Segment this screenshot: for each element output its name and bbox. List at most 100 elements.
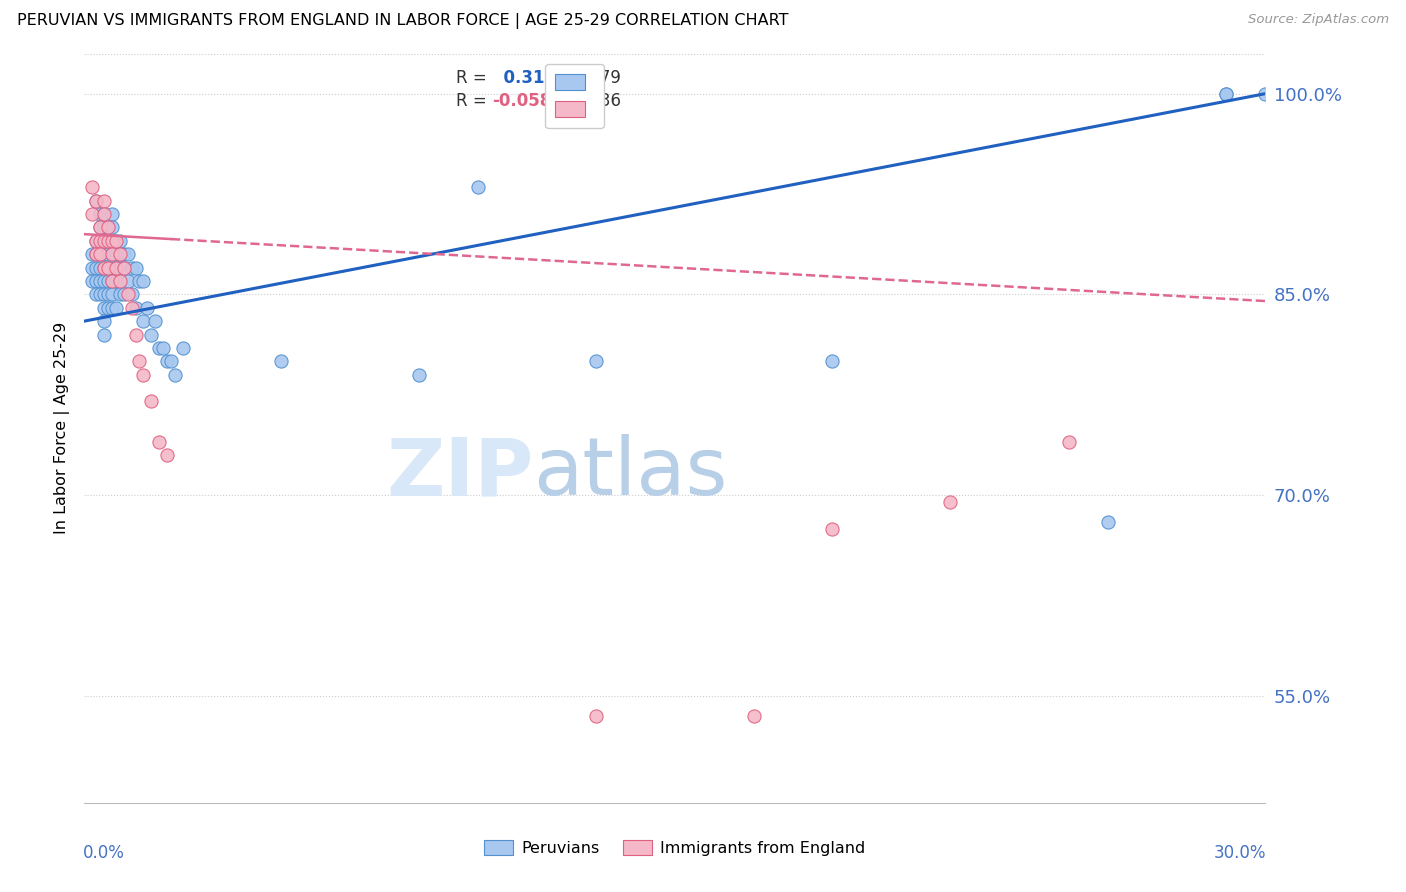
Point [97,274,120,288]
Point [141,327,163,342]
Point [104,247,127,261]
Point [143,314,166,328]
Point [108,234,131,248]
Point [132,314,155,328]
Point [821,354,844,368]
Point [124,327,146,342]
Point [89,247,111,261]
Point [141,394,163,409]
Point [108,287,131,301]
Point [82,207,104,221]
Point [156,354,179,368]
Point [148,341,170,355]
Point [1215,87,1237,101]
Point [132,368,155,382]
Point [89,220,111,235]
Point [1254,87,1277,101]
Text: N = 79: N = 79 [562,70,620,87]
Point [1097,515,1119,529]
Point [821,522,844,536]
Point [1215,87,1237,101]
Text: PERUVIAN VS IMMIGRANTS FROM ENGLAND IN LABOR FORCE | AGE 25-29 CORRELATION CHART: PERUVIAN VS IMMIGRANTS FROM ENGLAND IN L… [17,13,789,29]
Point [136,301,159,315]
Point [93,207,115,221]
Point [101,287,124,301]
Point [84,287,107,301]
Point [97,287,120,301]
Text: atlas: atlas [533,434,727,512]
Point [112,260,135,275]
Legend: Peruvians, Immigrants from England: Peruvians, Immigrants from England [478,833,872,863]
Point [97,220,120,235]
Point [89,220,111,235]
Point [84,247,107,261]
Point [93,274,115,288]
Point [84,234,107,248]
Point [104,274,127,288]
Point [93,260,115,275]
Point [89,234,111,248]
Point [82,180,104,194]
Point [101,220,124,235]
Point [104,234,127,248]
Point [97,234,120,248]
Point [101,274,124,288]
Point [82,247,104,261]
Text: 0.0%: 0.0% [83,844,125,862]
Point [585,708,607,723]
Point [112,260,135,275]
Point [82,260,104,275]
Point [117,274,139,288]
Point [93,260,115,275]
Point [84,194,107,208]
Point [84,194,107,208]
Point [93,234,115,248]
Text: Source: ZipAtlas.com: Source: ZipAtlas.com [1249,13,1389,27]
Point [939,495,962,509]
Text: R =: R = [457,70,486,87]
Point [160,354,183,368]
Point [112,247,135,261]
Point [108,247,131,261]
Point [104,260,127,275]
Point [128,274,150,288]
Point [101,274,124,288]
Point [117,247,139,261]
Point [84,247,107,261]
Point [124,301,146,315]
Point [93,287,115,301]
Point [82,274,104,288]
Point [97,260,120,275]
Point [104,301,127,315]
Point [101,260,124,275]
Point [121,260,143,275]
Point [97,247,120,261]
Text: ZIP: ZIP [385,434,533,512]
Point [84,274,107,288]
Point [117,287,139,301]
Point [89,247,111,261]
Text: 0.311: 0.311 [492,70,555,87]
Y-axis label: In Labor Force | Age 25-29: In Labor Force | Age 25-29 [55,322,70,534]
Point [93,314,115,328]
Text: R =: R = [457,92,486,110]
Point [163,368,186,382]
Point [89,260,111,275]
Point [124,260,146,275]
Point [408,368,430,382]
Point [108,247,131,261]
Point [101,234,124,248]
Point [112,287,135,301]
Point [84,234,107,248]
Text: N = 36: N = 36 [562,92,620,110]
Point [89,207,111,221]
Point [84,260,107,275]
Point [97,301,120,315]
Point [89,287,111,301]
Point [467,180,489,194]
Point [156,448,179,462]
Point [93,234,115,248]
Point [108,274,131,288]
Point [101,247,124,261]
Point [104,260,127,275]
